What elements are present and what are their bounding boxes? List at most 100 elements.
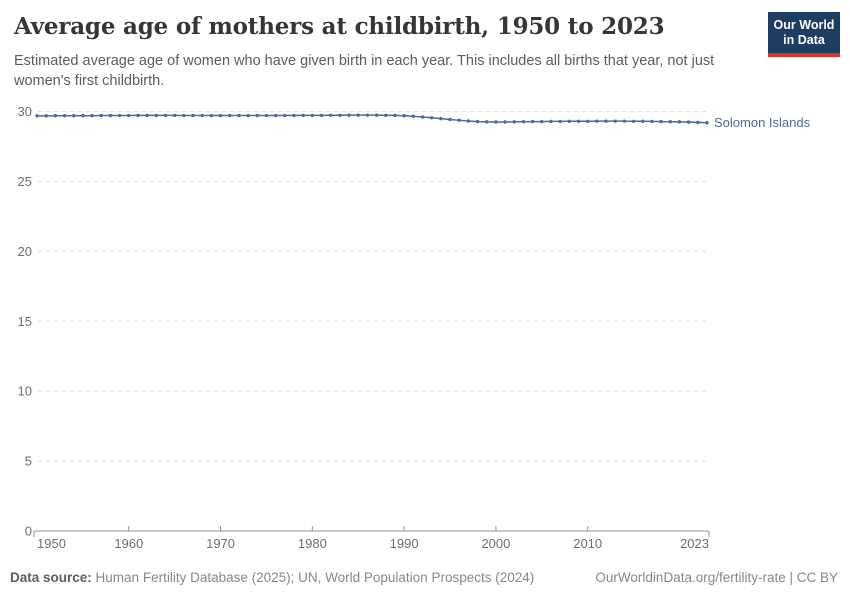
series-label-solomon-islands[interactable]: Solomon Islands — [714, 115, 811, 130]
data-point[interactable] — [411, 114, 415, 118]
data-point[interactable] — [273, 113, 278, 118]
data-point[interactable] — [72, 113, 76, 118]
chart-plot-area[interactable]: 0 5 10 15 20 25 30 1950 1960 1970 1980 1990 2000 2010… — [0, 95, 850, 560]
data-point[interactable] — [420, 115, 425, 119]
data-point[interactable] — [475, 119, 480, 124]
data-source-note: Data source: Human Fertility Database (2… — [10, 570, 534, 585]
data-point[interactable] — [457, 118, 461, 123]
data-point[interactable] — [540, 119, 544, 124]
data-point[interactable] — [585, 119, 590, 123]
data-point[interactable] — [237, 113, 241, 118]
data-point[interactable] — [163, 113, 168, 118]
data-point[interactable] — [319, 113, 324, 118]
data-point[interactable] — [108, 113, 113, 118]
data-point[interactable] — [530, 119, 535, 124]
x-axis-tick-label: 1970 — [206, 536, 235, 551]
data-point[interactable] — [246, 113, 250, 118]
data-point[interactable] — [53, 113, 58, 118]
data-point[interactable] — [521, 120, 526, 124]
data-point[interactable] — [622, 119, 627, 123]
data-point[interactable] — [90, 113, 94, 118]
data-point[interactable] — [705, 120, 709, 125]
owid-logo-line1: Our World — [773, 18, 835, 32]
data-point[interactable] — [650, 119, 654, 124]
data-point[interactable] — [631, 119, 636, 123]
data-source-label: Data source: — [10, 570, 92, 585]
data-point[interactable] — [200, 113, 204, 118]
attribution-license[interactable]: OurWorldinData.org/fertility-rate | CC B… — [595, 570, 838, 585]
page-title: Average age of mothers at childbirth, 19… — [14, 13, 665, 40]
data-point[interactable] — [209, 113, 214, 118]
x-axis-tick-label: 2010 — [573, 536, 602, 551]
data-point[interactable] — [264, 113, 269, 118]
data-source-text: Human Fertility Database (2025); UN, Wor… — [95, 570, 535, 585]
data-point[interactable] — [402, 113, 406, 118]
x-axis-tick-label: 1990 — [390, 536, 419, 551]
data-point[interactable] — [668, 120, 672, 124]
data-point[interactable] — [641, 119, 645, 123]
data-point[interactable] — [466, 119, 471, 123]
x-axis-tick-label: 1960 — [114, 536, 143, 551]
data-point[interactable] — [136, 113, 140, 118]
data-point[interactable] — [310, 113, 315, 118]
data-point[interactable] — [356, 113, 360, 117]
data-point[interactable] — [329, 113, 333, 117]
data-point[interactable] — [292, 113, 296, 118]
data-point[interactable] — [549, 119, 553, 124]
data-point[interactable] — [182, 113, 186, 118]
owid-logo-line2: in Data — [783, 33, 825, 47]
y-axis-tick-label: 0 — [25, 524, 32, 539]
data-point[interactable] — [283, 113, 287, 118]
data-point[interactable] — [448, 117, 452, 122]
data-point[interactable] — [374, 113, 379, 117]
data-point[interactable] — [439, 116, 443, 121]
data-point[interactable] — [494, 120, 498, 124]
data-point[interactable] — [127, 113, 131, 118]
x-axis-tick-label: 2023 — [680, 536, 709, 551]
data-point[interactable] — [696, 120, 700, 125]
data-point[interactable] — [567, 119, 572, 123]
data-point[interactable] — [338, 113, 342, 117]
x-axis-tick-label: 1950 — [37, 536, 66, 551]
data-point[interactable] — [595, 119, 599, 123]
data-point[interactable] — [218, 113, 223, 118]
data-point[interactable] — [365, 113, 370, 117]
data-point[interactable] — [99, 113, 103, 118]
data-point[interactable] — [613, 119, 617, 123]
data-point[interactable] — [145, 113, 149, 118]
y-axis-tick-label: 20 — [18, 244, 32, 259]
data-point[interactable] — [659, 119, 663, 124]
data-point[interactable] — [677, 120, 682, 124]
data-point[interactable] — [35, 114, 39, 118]
owid-logo[interactable]: Our World in Data — [768, 12, 840, 57]
data-point[interactable] — [301, 113, 305, 118]
data-point[interactable] — [576, 119, 581, 123]
data-point[interactable] — [503, 120, 507, 124]
data-point[interactable] — [191, 113, 195, 118]
data-point[interactable] — [686, 120, 691, 124]
y-axis-tick-label: 15 — [18, 314, 32, 329]
data-point[interactable] — [384, 113, 388, 117]
data-point[interactable] — [604, 119, 608, 123]
y-axis-tick-label: 5 — [25, 454, 32, 469]
line-chart-svg[interactable]: 0 5 10 15 20 25 30 1950 1960 1970 1980 1990 2000 2010… — [0, 95, 850, 560]
data-point[interactable] — [512, 120, 516, 124]
x-axis-tick-label: 2000 — [481, 536, 510, 551]
data-point[interactable] — [393, 113, 397, 118]
y-axis-tick-label: 25 — [18, 174, 32, 189]
data-point[interactable] — [154, 113, 159, 118]
data-point[interactable] — [81, 113, 85, 118]
y-axis-tick-label: 10 — [18, 384, 32, 399]
data-point[interactable] — [44, 114, 48, 118]
data-point[interactable] — [558, 119, 562, 124]
data-point[interactable] — [347, 113, 351, 117]
data-point[interactable] — [485, 120, 489, 124]
data-point[interactable] — [62, 113, 67, 118]
data-point[interactable] — [255, 113, 259, 118]
data-point[interactable] — [117, 113, 122, 118]
data-point[interactable] — [172, 113, 177, 118]
y-axis-tick-label: 30 — [18, 104, 32, 119]
data-point[interactable] — [228, 113, 232, 118]
data-point[interactable] — [429, 116, 434, 120]
